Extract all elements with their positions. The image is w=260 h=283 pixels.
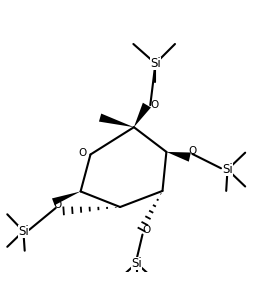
Polygon shape bbox=[166, 152, 191, 162]
Text: O: O bbox=[142, 226, 151, 235]
Polygon shape bbox=[99, 113, 134, 127]
Text: O: O bbox=[188, 146, 197, 156]
Text: O: O bbox=[150, 100, 158, 110]
Text: Si: Si bbox=[18, 225, 29, 238]
Text: Si: Si bbox=[131, 257, 142, 270]
Text: Si: Si bbox=[150, 57, 161, 70]
Polygon shape bbox=[134, 103, 151, 127]
Polygon shape bbox=[52, 191, 81, 205]
Text: O: O bbox=[79, 148, 87, 158]
Text: O: O bbox=[54, 200, 62, 211]
Text: Si: Si bbox=[222, 163, 233, 176]
